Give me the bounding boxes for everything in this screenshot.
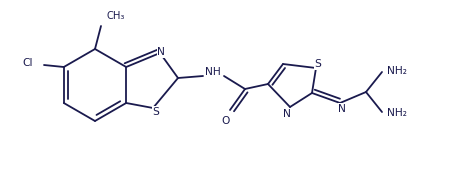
Text: N: N	[282, 109, 290, 119]
Text: Cl: Cl	[23, 58, 33, 68]
Text: N: N	[156, 47, 164, 57]
Text: NH: NH	[205, 67, 220, 77]
Text: CH₃: CH₃	[107, 11, 125, 21]
Text: S: S	[314, 59, 321, 69]
Text: NH₂: NH₂	[386, 108, 406, 118]
Text: S: S	[152, 107, 159, 117]
Text: N: N	[338, 104, 345, 114]
Text: O: O	[221, 116, 230, 126]
Text: NH₂: NH₂	[386, 66, 406, 76]
